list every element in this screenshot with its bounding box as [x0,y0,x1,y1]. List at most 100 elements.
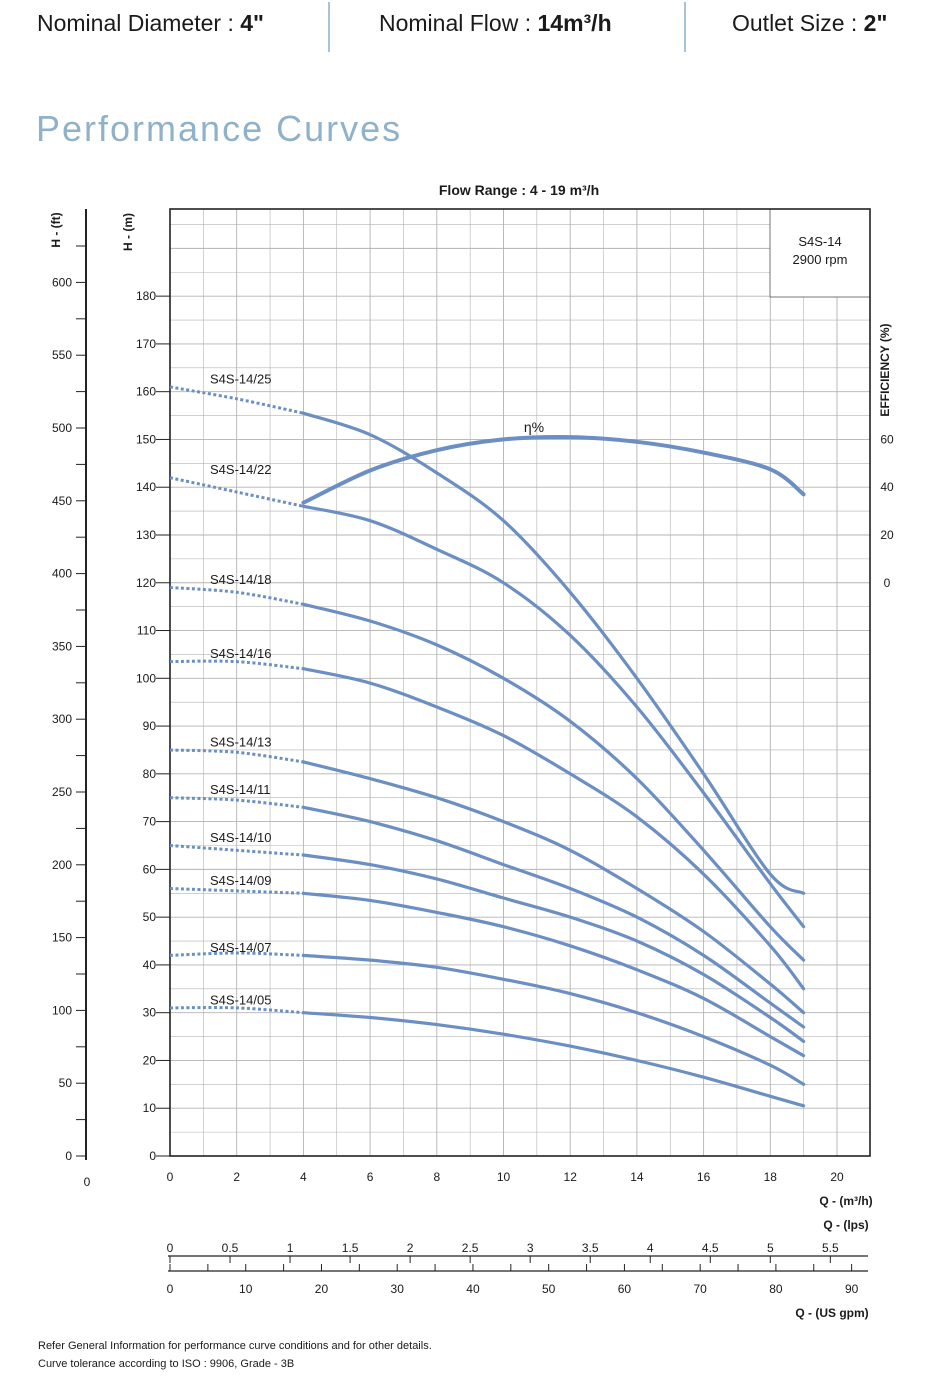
y-tick-label-ft: 0 [65,1149,72,1163]
x-tick-label: 14 [630,1170,644,1184]
section-title: Performance Curves [36,108,403,149]
x-tick-label: 4 [300,1170,307,1184]
header-flow: Nominal Flow : 14m³/h [379,10,612,46]
head-curve [301,891,806,1058]
efficiency-tick-label: 60 [880,432,894,446]
x-axis-label: Q - (m³/h) [819,1194,872,1208]
flow-value: 14m³/h [537,10,612,36]
x-tick-label: 18 [764,1170,778,1184]
efficiency-tick-label: 0 [884,576,891,590]
y-tick-label-m: 180 [136,289,156,303]
y-tick-label-ft: 200 [52,858,72,872]
series-label: S4S-14/05 [210,992,271,1007]
y-tick-label-m: 10 [143,1101,157,1115]
y-tick-label-m: 80 [143,767,157,781]
head-curve-dashed [169,659,304,671]
y-tick-label-m: 30 [143,1006,157,1020]
head-curve [301,504,806,929]
outlet-value: 2" [863,10,888,36]
series-label: S4S-14/07 [210,940,271,955]
lps-tick-label: 0 [167,1241,174,1255]
lps-tick-label: 4.5 [702,1241,719,1255]
y-tick-label-ft: 400 [52,567,72,581]
flow-label: Nominal Flow : [379,10,538,36]
x-tick-label: 10 [497,1170,511,1184]
y-tick-label-m: 70 [143,815,157,829]
series-label: S4S-14/13 [210,734,271,749]
diameter-label: Nominal Diameter : [37,10,241,36]
y-tick-label-m: 100 [136,671,156,685]
series-label: S4S-14/16 [210,646,271,661]
outlet-label: Outlet Size : [732,10,864,36]
lps-tick-label: 2.5 [462,1241,479,1255]
lps-tick-label: 0.5 [222,1241,239,1255]
head-curve [301,602,806,962]
series-label: S4S-14/25 [210,371,271,386]
lps-tick-label: 1.5 [342,1241,359,1255]
lps-tick-label: 3.5 [582,1241,599,1255]
y-tick-label-ft: 100 [52,1003,72,1017]
gpm-tick-label: 0 [167,1282,174,1296]
y-tick-label-ft: 250 [52,785,72,799]
head-curve [301,805,806,1029]
efficiency-tick-label: 20 [880,528,894,542]
y-tick-label-m: 110 [137,624,156,638]
head-curve-dashed [169,748,304,764]
y-tick-label-m: 0 [149,1149,156,1163]
efficiency-axis-label: EFFICIENCY (%) [878,323,892,416]
head-curve-dashed [169,385,304,415]
y-tick-label-ft: 450 [52,494,72,508]
series-label: S4S-14/10 [210,830,271,845]
efficiency-curve-label: η% [524,419,544,435]
series-label: S4S-14/09 [210,873,271,888]
y-tick-label-m: 20 [143,1053,157,1067]
footnote-1: Refer General Information for performanc… [38,1340,432,1352]
y-tick-label-m: 160 [136,385,156,399]
header-separator [328,2,330,52]
gpm-tick-label: 60 [618,1282,632,1296]
y-tick-label-ft: 350 [52,639,72,653]
head-curve [301,667,806,991]
y-tick-label-ft: 550 [52,348,72,362]
y-tick-label-m: 140 [136,480,156,494]
gpm-tick-label: 50 [542,1282,556,1296]
series-label: S4S-14/18 [210,572,271,587]
efficiency-curve [301,434,806,505]
lps-tick-label: 1 [287,1241,294,1255]
y-tick-label-m: 120 [136,576,156,590]
gpm-tick-label: 90 [845,1282,859,1296]
x-tick-label: 20 [830,1170,844,1184]
head-curve-dashed [169,476,304,508]
y-tick-label-m: 150 [136,432,156,446]
y-tick-label-ft: 600 [52,275,72,289]
x-tick-label: 16 [697,1170,711,1184]
header-separator [684,2,686,52]
y-tick-label-m: 170 [136,337,156,351]
y-tick-label-ft: 300 [52,712,72,726]
y-tick-label-m: 130 [136,528,156,542]
lps-tick-label: 5 [767,1241,774,1255]
head-curve [301,411,806,895]
head-curve-dashed [169,844,304,857]
head-curve-dashed [169,951,304,957]
y-axis-label-ft: H - (ft) [49,212,63,247]
lps-tick-label: 4 [647,1241,654,1255]
model-info-box [769,208,871,298]
y-tick-label-ft: 50 [59,1076,73,1090]
series-label: S4S-14/11 [210,782,270,797]
lps-tick-label: 2 [407,1241,414,1255]
y-tick-label-m: 90 [143,719,157,733]
y-axis-label-m: H - (m) [121,213,135,251]
gpm-axis-label: Q - (US gpm) [795,1306,868,1320]
head-curve [301,953,806,1086]
gpm-tick-label: 10 [239,1282,253,1296]
footnote-2: Curve tolerance according to ISO : 9906,… [38,1358,295,1370]
gpm-tick-label: 40 [466,1282,480,1296]
head-curve [301,760,806,1015]
x-tick-label: 12 [564,1170,578,1184]
x-tick-label: 2 [233,1170,240,1184]
header-diameter: Nominal Diameter : 4" [37,10,264,46]
head-curve-dashed [169,796,304,809]
gpm-tick-label: 20 [315,1282,329,1296]
